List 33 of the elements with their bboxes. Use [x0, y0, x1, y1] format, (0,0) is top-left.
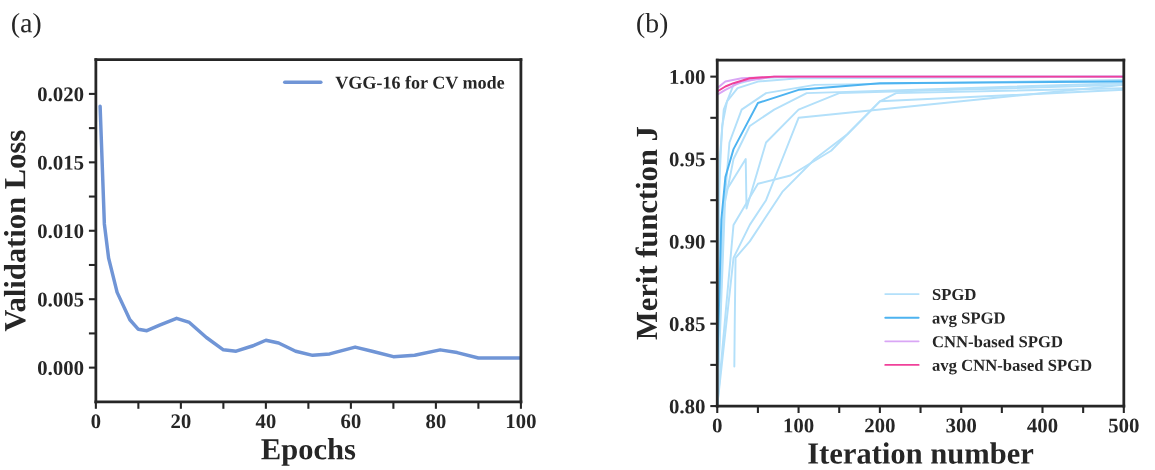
y-tick-label: 0.90 — [669, 234, 705, 249]
y-axis-title: Merit function J — [635, 127, 658, 340]
y-tick-label: 0.80 — [669, 399, 705, 414]
x-axis-title: Iteration number — [808, 442, 1034, 464]
legend-label: SPGD — [932, 288, 976, 301]
chart-title: (b) — [637, 12, 668, 39]
x-tick-label: 40 — [255, 414, 276, 429]
x-tick-label: 500 — [1109, 418, 1139, 433]
legend-label: CNN-based SPGD — [932, 335, 1063, 348]
y-tick-label: 0.85 — [669, 317, 705, 332]
y-tick-label: 0.020 — [37, 87, 84, 102]
x-tick-label: 200 — [865, 418, 895, 433]
legend-label: avg SPGD — [932, 312, 1005, 328]
x-tick-label: 0 — [91, 414, 101, 429]
x-tick-label: 100 — [506, 414, 536, 429]
y-tick-label: 0.95 — [669, 152, 705, 167]
x-tick-label: 80 — [426, 414, 446, 429]
y-tick-label: 1.00 — [670, 70, 705, 85]
x-tick-label: 60 — [341, 414, 361, 429]
x-tick-label: 300 — [946, 418, 977, 433]
chart-title: (a) — [12, 12, 41, 39]
x-tick-label: 20 — [171, 414, 191, 429]
x-tick-label: 0 — [712, 418, 722, 433]
y-tick-label: 0.000 — [37, 361, 84, 376]
y-tick-label: 0.015 — [37, 155, 84, 170]
y-tick-label: 0.005 — [37, 292, 84, 307]
y-tick-label: 0.010 — [37, 224, 84, 239]
legend-label: avg CNN-based SPGD — [932, 359, 1092, 375]
y-axis-title: Validation Loss — [3, 130, 26, 332]
x-axis-title: Epochs — [261, 438, 356, 466]
x-tick-label: 100 — [784, 418, 814, 433]
x-tick-label: 400 — [1027, 418, 1058, 433]
legend-label: VGG-16 for CV mode — [335, 75, 505, 89]
